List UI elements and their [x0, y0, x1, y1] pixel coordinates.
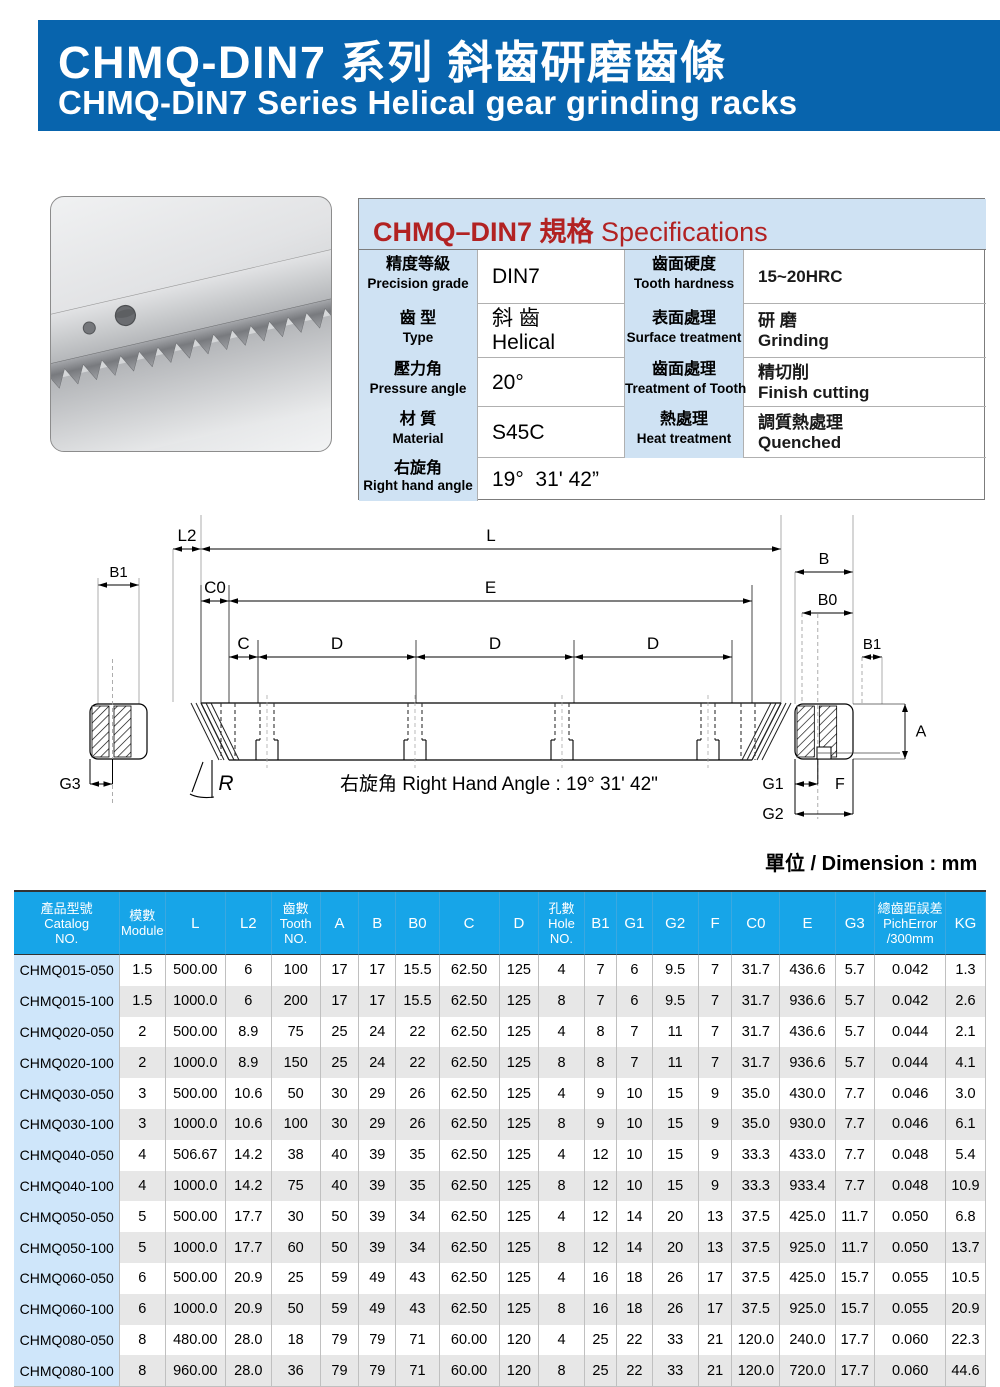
svg-text:R: R	[218, 772, 233, 795]
svg-text:F: F	[835, 776, 845, 793]
svg-text:右旋角 Right Hand Angle : 19° 31': 右旋角 Right Hand Angle : 19° 31' 42"	[340, 773, 658, 795]
svg-text:G2: G2	[762, 806, 783, 823]
svg-text:D: D	[331, 634, 343, 653]
svg-text:B0: B0	[818, 592, 838, 609]
svg-text:G1: G1	[762, 776, 783, 793]
svg-text:B1: B1	[109, 564, 127, 581]
svg-text:D: D	[647, 634, 659, 653]
svg-text:B1: B1	[863, 636, 881, 653]
svg-text:E: E	[485, 578, 496, 597]
svg-text:D: D	[489, 634, 501, 653]
svg-text:B: B	[819, 551, 830, 568]
svg-text:C: C	[237, 634, 249, 653]
svg-text:L2: L2	[178, 526, 197, 545]
svg-text:A: A	[916, 724, 927, 741]
svg-text:C0: C0	[204, 578, 226, 597]
svg-text:G3: G3	[59, 776, 80, 793]
svg-text:L: L	[486, 526, 495, 545]
